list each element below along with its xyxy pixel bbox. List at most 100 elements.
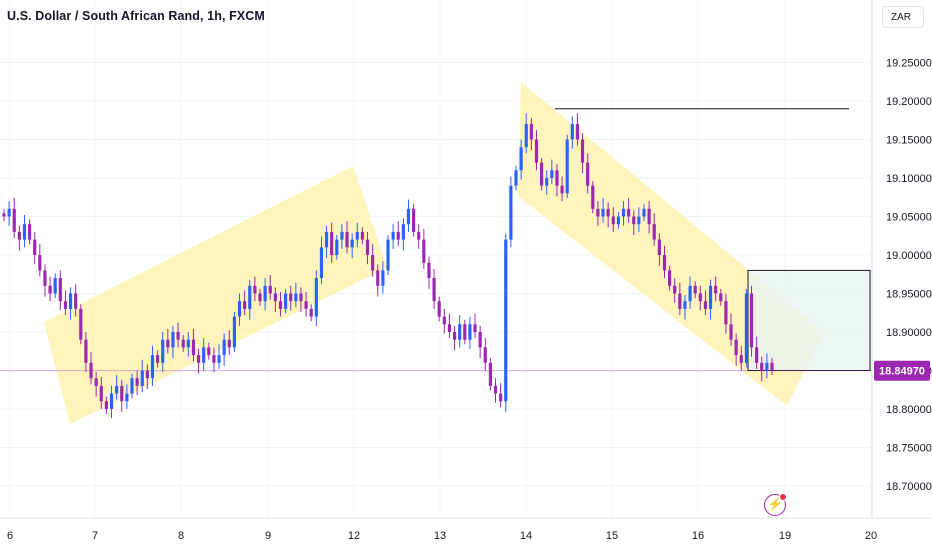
candle-body	[150, 355, 155, 379]
candle-body	[335, 239, 339, 255]
candle-body	[611, 216, 615, 225]
candle-body	[534, 139, 539, 163]
candle-body	[258, 293, 262, 302]
candle-body	[509, 185, 513, 240]
candle-body	[483, 347, 487, 363]
candle-body	[580, 139, 585, 163]
candle-body	[586, 162, 590, 186]
candle-body	[109, 393, 114, 409]
candle-body	[253, 285, 257, 294]
candle-body	[396, 231, 400, 240]
candle-body	[181, 339, 185, 348]
candle-body	[417, 231, 421, 240]
candle-body	[642, 208, 646, 217]
candle-body	[729, 324, 733, 340]
candle-body	[647, 208, 651, 225]
candle-body	[294, 293, 298, 302]
candle-body	[463, 324, 467, 340]
y-tick-label: 19.20000	[886, 96, 932, 108]
candle-body	[565, 139, 569, 194]
candle-body	[79, 308, 83, 340]
candle-body	[299, 293, 303, 302]
candle-body	[22, 224, 27, 240]
candle-body	[33, 239, 37, 255]
candle-body	[606, 208, 610, 217]
x-tick-label: 19	[779, 530, 791, 542]
y-tick-label: 18.75000	[886, 443, 932, 455]
candle-body	[591, 185, 595, 209]
candle-body	[452, 332, 457, 340]
candle-body	[17, 231, 21, 240]
y-tick-label: 19.10000	[886, 173, 932, 185]
candle-body	[84, 339, 88, 363]
candle-body	[401, 224, 405, 240]
candle-body	[58, 278, 62, 302]
candle-body	[94, 378, 98, 386]
candle-body	[739, 355, 743, 363]
candle-body	[227, 339, 231, 348]
candle-body	[432, 278, 436, 302]
lightning-bolt-icon[interactable]: ⚡	[764, 494, 786, 516]
candle-body	[68, 293, 73, 309]
candle-body	[473, 324, 477, 332]
last-price-label: 18.84970	[879, 366, 925, 378]
candle-body	[749, 293, 754, 348]
candle-body	[499, 393, 503, 402]
candle-body	[575, 124, 580, 140]
candle-body	[765, 362, 769, 371]
x-tick-label: 16	[692, 530, 704, 542]
y-tick-label: 18.90000	[886, 327, 932, 339]
candle-body	[688, 285, 692, 302]
candle-body	[673, 285, 677, 294]
candle-body	[207, 347, 211, 356]
candle-body	[278, 301, 283, 309]
candle-body	[237, 301, 242, 317]
candle-body	[698, 293, 702, 302]
candle-body	[289, 293, 293, 302]
candle-body	[355, 231, 359, 240]
candle-body	[442, 316, 446, 325]
candle-body	[616, 216, 620, 225]
candle-body	[662, 255, 667, 271]
candle-body	[48, 285, 52, 294]
candle-body	[657, 239, 661, 255]
x-tick-label: 6	[7, 530, 13, 542]
candle-body	[309, 308, 313, 317]
candle-body	[314, 278, 318, 317]
x-tick-label: 7	[92, 530, 98, 542]
candle-body	[145, 370, 149, 379]
ascending-channel	[44, 166, 387, 424]
candle-body	[161, 339, 165, 363]
candle-body	[89, 362, 93, 379]
candle-body	[130, 378, 134, 394]
candle-body	[719, 293, 723, 302]
candle-body	[755, 347, 759, 363]
currency-button[interactable]: ZAR	[882, 6, 924, 28]
candle-body	[53, 278, 57, 294]
candle-body	[125, 393, 129, 402]
y-tick-label: 18.95000	[886, 289, 932, 301]
candle-body	[627, 208, 631, 217]
candle-body	[217, 355, 221, 363]
candle-body	[135, 378, 139, 386]
x-tick-label: 12	[348, 530, 360, 542]
candle-body	[519, 147, 523, 171]
candle-body	[360, 231, 364, 240]
candle-body	[683, 301, 687, 309]
candle-body	[570, 124, 574, 140]
candle-body	[63, 301, 68, 309]
x-tick-label: 20	[865, 530, 877, 542]
candle-body	[504, 239, 508, 402]
candle-body	[637, 216, 641, 225]
candle-body	[7, 208, 11, 217]
notification-dot	[779, 493, 787, 501]
candle-body	[115, 385, 119, 394]
chart-title: U.S. Dollar / South African Rand, 1h, FX…	[7, 9, 265, 23]
y-tick-label: 19.00000	[886, 250, 932, 262]
candle-body	[381, 270, 385, 286]
candle-body	[196, 355, 201, 363]
candle-body	[540, 162, 544, 186]
x-tick-label: 13	[434, 530, 446, 542]
